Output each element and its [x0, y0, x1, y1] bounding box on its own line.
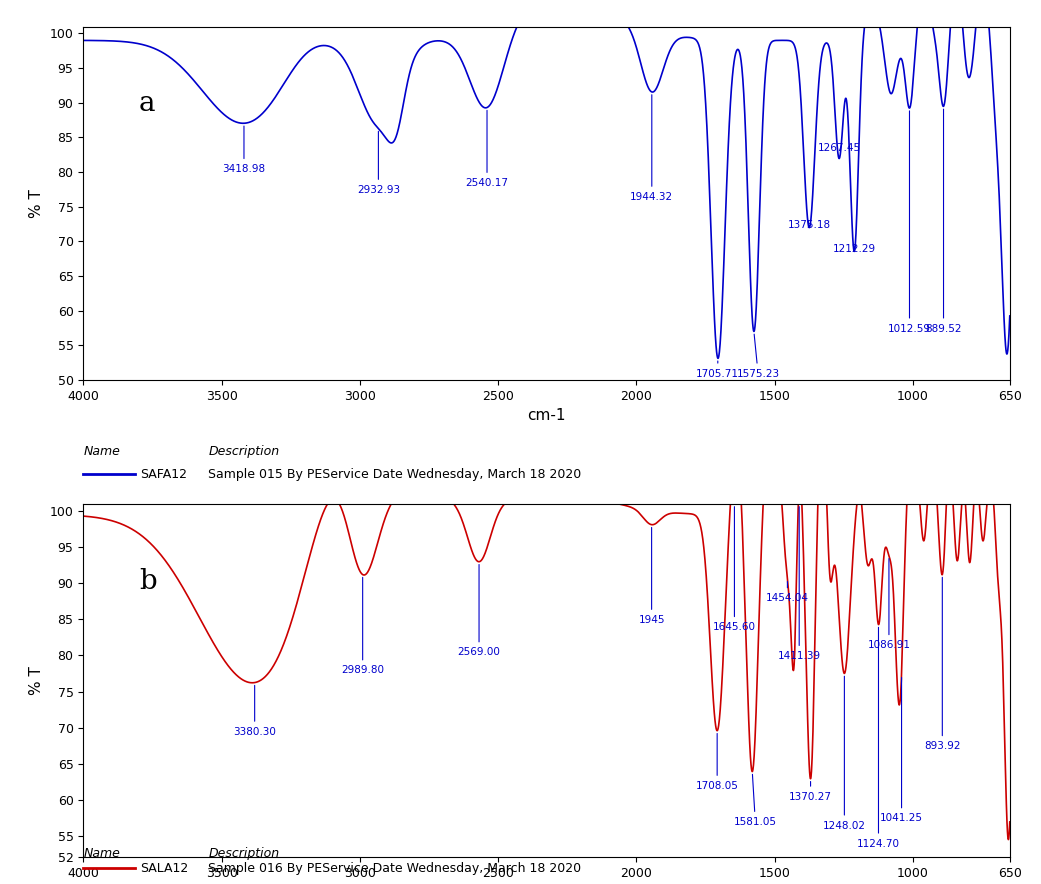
Text: 1575.23: 1575.23 — [737, 334, 780, 378]
Y-axis label: % T: % T — [29, 189, 44, 217]
Text: 1370.27: 1370.27 — [789, 781, 832, 802]
Text: Name: Name — [83, 848, 120, 860]
Text: 1212.29: 1212.29 — [833, 244, 875, 254]
Text: 1411.39: 1411.39 — [778, 507, 820, 661]
Text: 1454.04: 1454.04 — [766, 582, 809, 603]
Text: 1375.18: 1375.18 — [788, 219, 831, 230]
Y-axis label: % T: % T — [29, 667, 44, 695]
Text: 1012.59: 1012.59 — [888, 110, 931, 333]
Text: Sample 016 By PEService Date Wednesday, March 18 2020: Sample 016 By PEService Date Wednesday, … — [208, 863, 581, 875]
Text: Name: Name — [83, 446, 120, 458]
Text: 2932.93: 2932.93 — [357, 132, 400, 194]
Text: 2569.00: 2569.00 — [458, 565, 501, 658]
Text: b: b — [138, 568, 156, 595]
X-axis label: cm-1: cm-1 — [528, 408, 565, 423]
Text: 3380.30: 3380.30 — [233, 685, 276, 736]
Text: 2540.17: 2540.17 — [465, 110, 508, 188]
Text: 1086.91: 1086.91 — [867, 559, 911, 651]
Text: SAFA12: SAFA12 — [141, 469, 187, 481]
Text: Description: Description — [208, 848, 279, 860]
Text: 1708.05: 1708.05 — [695, 734, 738, 791]
Text: 1705.71: 1705.71 — [696, 361, 739, 378]
Text: 1041.25: 1041.25 — [880, 677, 923, 823]
Text: 1944.32: 1944.32 — [630, 95, 674, 202]
Text: a: a — [138, 90, 155, 118]
Text: 889.52: 889.52 — [925, 109, 962, 333]
Text: Sample 015 By PEService Date Wednesday, March 18 2020: Sample 015 By PEService Date Wednesday, … — [208, 469, 582, 481]
Text: 1945: 1945 — [638, 528, 665, 625]
Text: 1124.70: 1124.70 — [857, 628, 900, 849]
Text: 3418.98: 3418.98 — [223, 126, 265, 174]
Text: 1248.02: 1248.02 — [822, 676, 866, 831]
Text: SALA12: SALA12 — [141, 863, 188, 875]
Text: 1581.05: 1581.05 — [734, 774, 777, 827]
Text: 1267.45: 1267.45 — [817, 143, 861, 158]
Text: 893.92: 893.92 — [924, 577, 961, 751]
Text: Description: Description — [208, 446, 279, 458]
Text: 2989.80: 2989.80 — [341, 577, 384, 675]
Text: 1645.60: 1645.60 — [713, 507, 756, 632]
